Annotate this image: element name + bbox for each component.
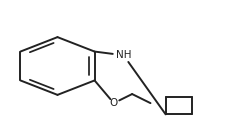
Text: O: O: [109, 98, 117, 108]
Text: NH: NH: [115, 50, 131, 60]
